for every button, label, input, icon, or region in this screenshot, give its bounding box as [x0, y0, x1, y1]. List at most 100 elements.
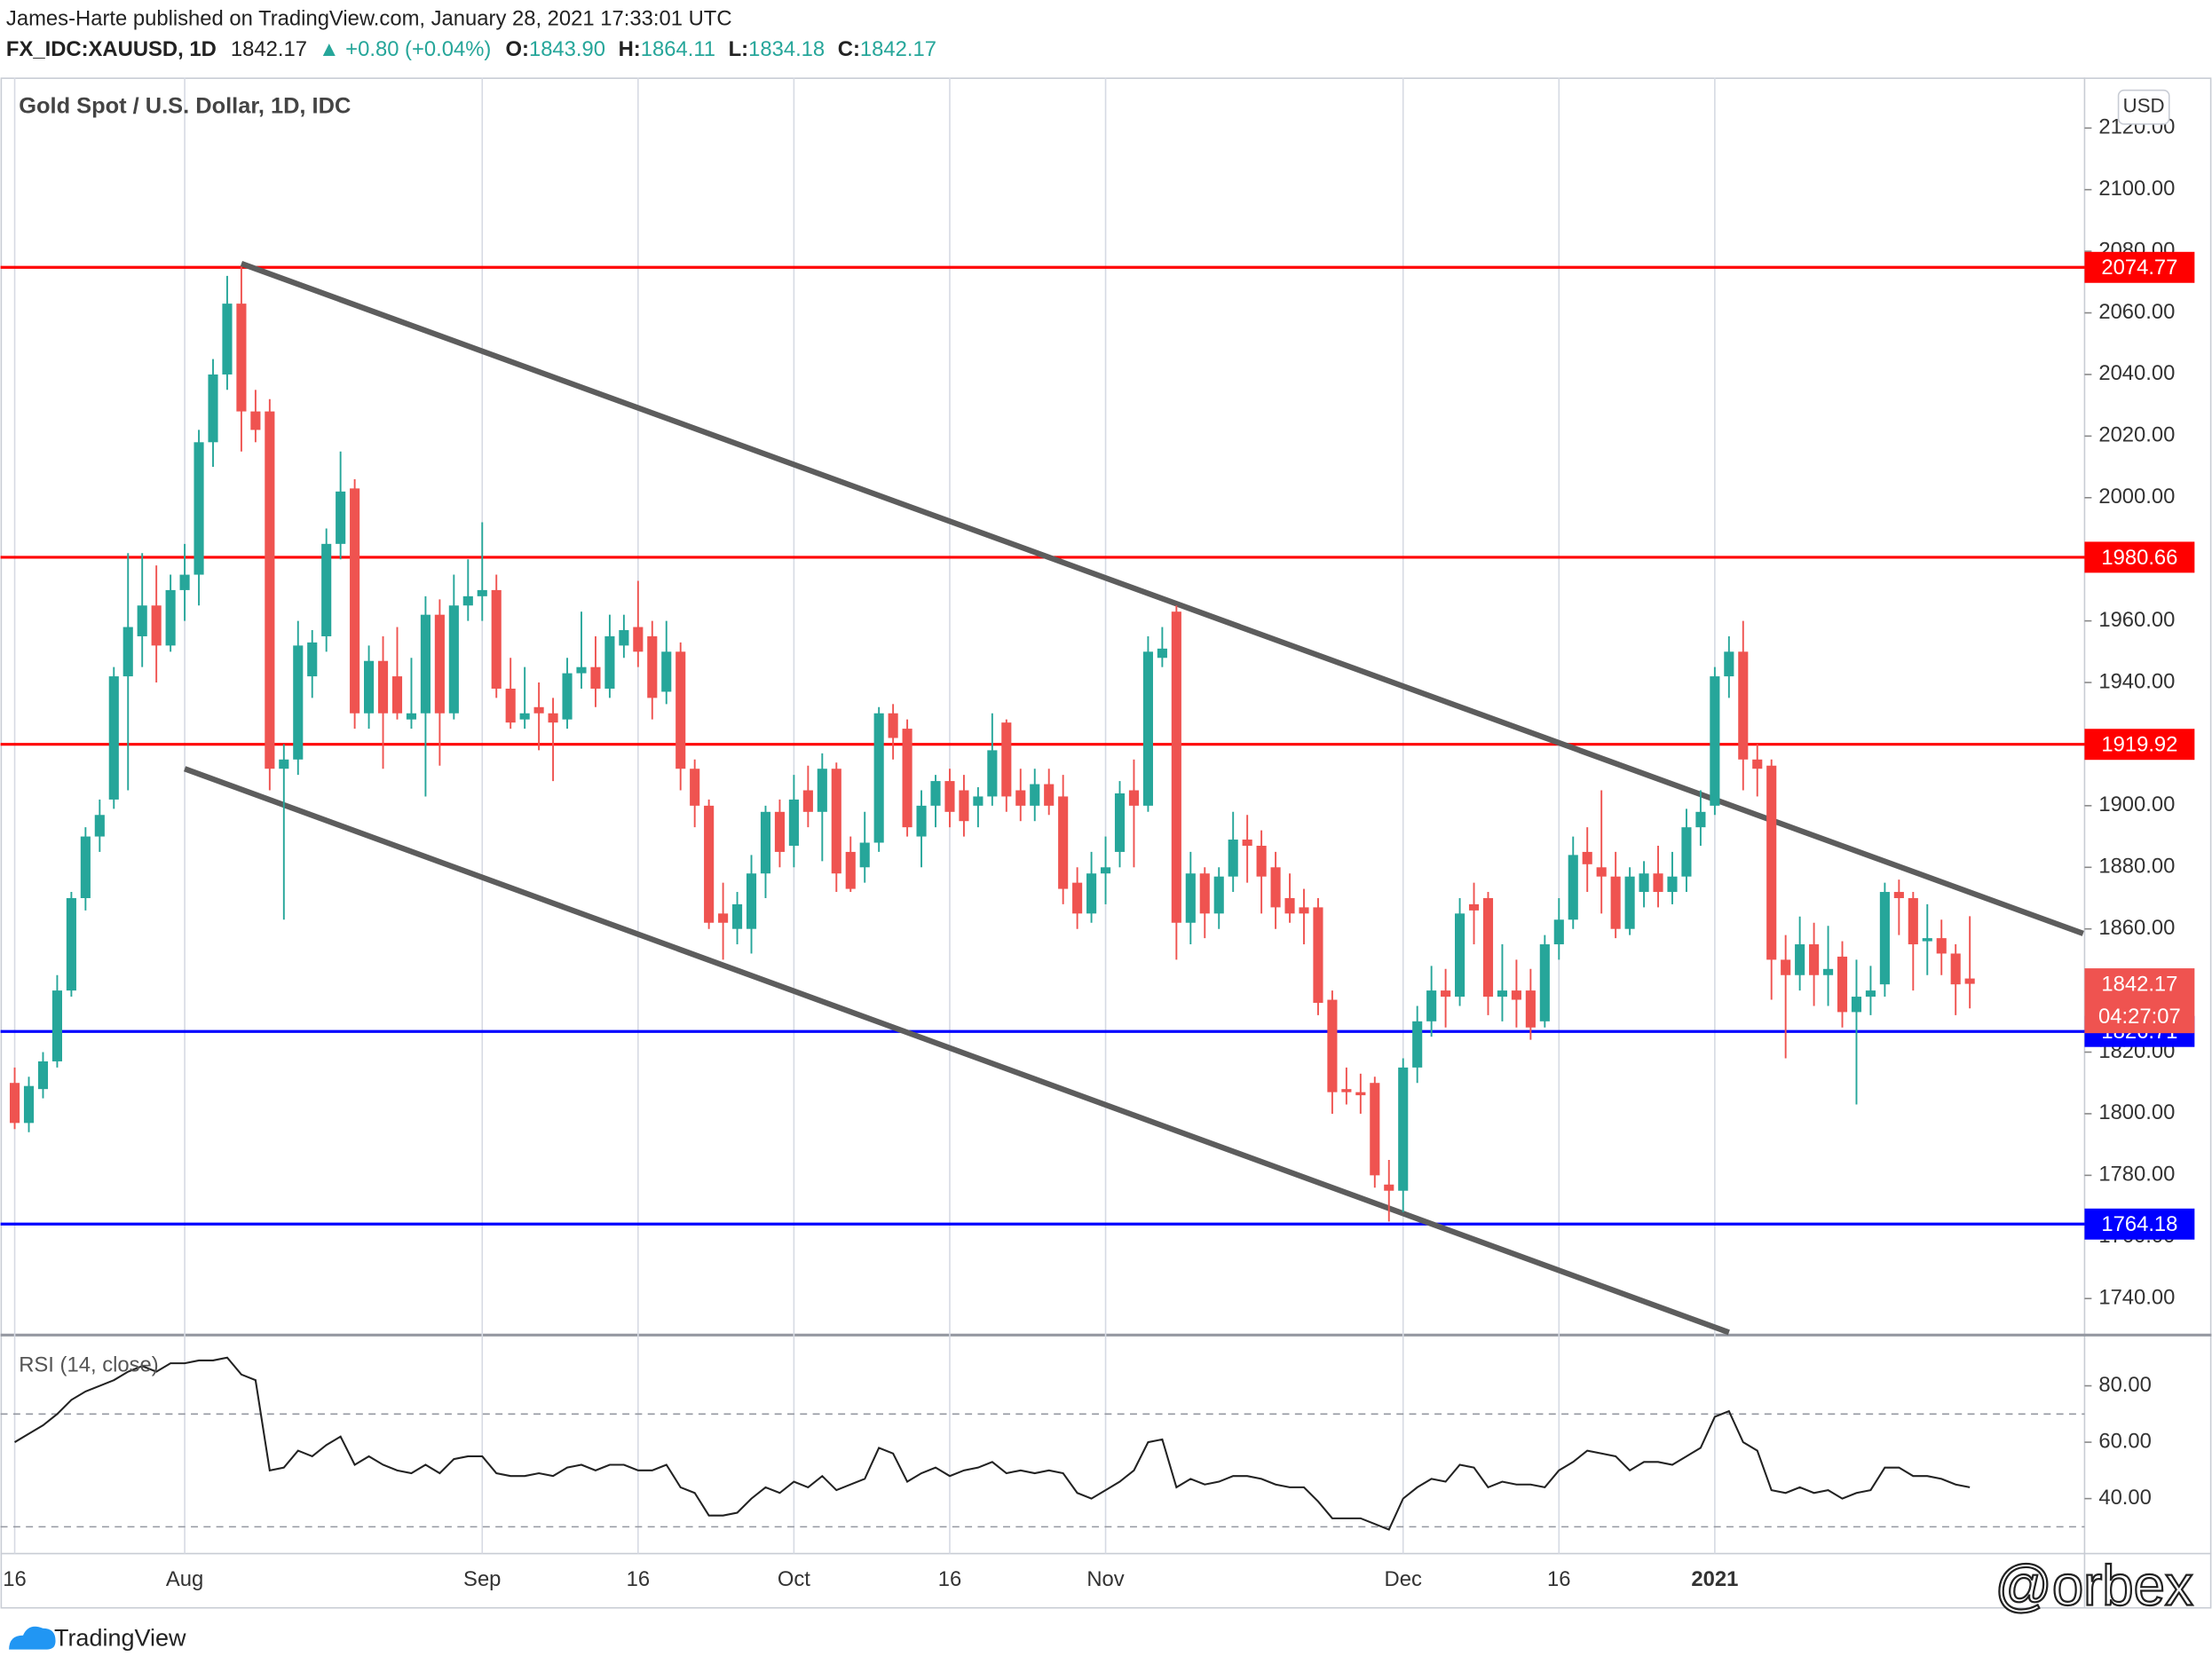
- candle-body: [477, 589, 487, 596]
- candle-body: [279, 759, 289, 769]
- candle-body: [902, 729, 912, 828]
- rsi-tick-label: 60.00: [2098, 1429, 2152, 1453]
- level-label-bg: [2084, 729, 2195, 761]
- candle-body: [1086, 873, 1097, 914]
- candle-body: [604, 635, 615, 689]
- candle-body: [1482, 897, 1494, 998]
- candle-body: [321, 543, 332, 636]
- candle-body: [137, 605, 147, 636]
- candle-body: [916, 805, 927, 837]
- o-value: 1843.90: [529, 37, 605, 61]
- candle-body: [1228, 840, 1238, 877]
- last-price: 1842.17: [2101, 972, 2177, 996]
- candle-body: [1242, 840, 1252, 846]
- x-tick-label: 16: [627, 1567, 651, 1591]
- y-tick-label: 2040.00: [2098, 361, 2175, 385]
- candle-body: [1908, 897, 1918, 945]
- candle-body: [944, 781, 955, 812]
- chart-title: Gold Spot / U.S. Dollar, 1D, IDC: [19, 93, 351, 118]
- candle-body: [406, 713, 417, 720]
- candle-body: [108, 676, 119, 800]
- candle-body: [165, 589, 176, 646]
- candle-body: [562, 673, 573, 720]
- level-label: 1919.92: [2101, 733, 2177, 757]
- c-value: 1842.17: [860, 37, 936, 61]
- candle-body: [1809, 944, 1820, 975]
- x-tick-label: 16: [1547, 1567, 1570, 1591]
- candle-body: [675, 651, 686, 769]
- candle-body: [1355, 1092, 1366, 1096]
- candle-body: [1284, 897, 1295, 914]
- ticker-line: FX_IDC:XAUUSD, 1D 1842.17 ▲ +0.80 (+0.04…: [6, 37, 936, 61]
- candle-body: [1781, 959, 1791, 975]
- candle-body: [377, 660, 389, 714]
- last-price-bg: [2084, 968, 2195, 1034]
- candle-body: [1681, 827, 1692, 877]
- candle-body: [1553, 919, 1564, 945]
- candle-body: [1752, 759, 1763, 769]
- candle-body: [434, 614, 445, 714]
- candle-body: [391, 676, 403, 714]
- candle-body: [1667, 876, 1678, 893]
- candle-body: [1596, 867, 1607, 877]
- h-value: 1864.11: [641, 37, 715, 61]
- candle-body: [151, 605, 162, 646]
- candle-body: [1015, 790, 1026, 806]
- candle-body: [80, 836, 91, 898]
- rsi-title: RSI (14, close): [19, 1353, 158, 1377]
- candle-body: [1072, 882, 1083, 914]
- candle-body: [208, 374, 218, 443]
- candle-body: [1582, 851, 1592, 864]
- candle-body: [194, 442, 204, 575]
- candle-body: [633, 627, 644, 652]
- candle-body: [1441, 990, 1451, 998]
- candle-body: [576, 666, 587, 674]
- candle-body: [1964, 978, 1975, 984]
- candle-body: [9, 1083, 20, 1124]
- candle-body: [1710, 676, 1720, 806]
- candle-body: [760, 811, 771, 874]
- candle-body: [718, 913, 729, 923]
- candle-body: [491, 589, 502, 689]
- brand-logo: TradingView: [9, 1625, 186, 1652]
- x-tick-label: Aug: [166, 1567, 203, 1591]
- candle-body: [973, 796, 984, 806]
- y-tick-label: 1860.00: [2098, 916, 2175, 940]
- h-label: H:: [619, 37, 641, 61]
- candle-body: [462, 595, 473, 606]
- candle-body: [37, 1061, 49, 1090]
- l-value: 1834.18: [748, 37, 825, 61]
- candle-body: [94, 815, 105, 837]
- level-label-bg: [2084, 541, 2195, 573]
- candle-body: [788, 799, 799, 846]
- candle-body: [548, 713, 558, 723]
- candle-body: [1851, 997, 1862, 1013]
- candle-body: [1539, 944, 1550, 1021]
- candle-body: [265, 411, 275, 769]
- candle-body: [1624, 876, 1635, 929]
- candle-body: [293, 645, 304, 760]
- candle-body: [448, 605, 459, 714]
- countdown: 04:27:07: [2098, 1005, 2181, 1029]
- candle-body: [831, 769, 841, 874]
- candle-body: [519, 713, 530, 720]
- candle-body: [774, 811, 786, 852]
- candle-body: [817, 769, 827, 812]
- candle-body: [1256, 845, 1267, 877]
- candle-body: [1795, 944, 1805, 975]
- candle-body: [1865, 990, 1876, 998]
- candle-body: [66, 897, 76, 991]
- candle-body: [661, 651, 672, 692]
- candle-body: [1738, 651, 1749, 760]
- y-tick-label: 1940.00: [2098, 669, 2175, 693]
- candle-body: [1142, 651, 1153, 806]
- candle-body: [533, 706, 544, 714]
- x-tick-label: Sep: [463, 1567, 501, 1591]
- candle-body: [307, 642, 318, 677]
- candle-body: [930, 781, 941, 806]
- candle-body: [1822, 968, 1834, 975]
- y-tick-label: 2000.00: [2098, 485, 2175, 509]
- c-label: C:: [838, 37, 860, 61]
- candle-body: [1341, 1089, 1352, 1092]
